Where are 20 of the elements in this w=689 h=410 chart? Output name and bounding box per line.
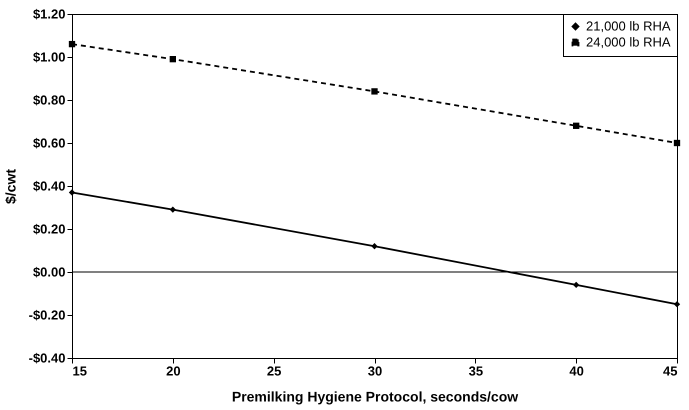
y-tick-label: $0.20 — [32, 222, 66, 236]
x-tick-label: 45 — [663, 364, 678, 378]
x-tick-label: 15 — [72, 364, 87, 378]
y-tick-label: $0.00 — [32, 264, 66, 280]
legend-label: 21,000 lb RHA — [586, 18, 671, 34]
y-tick-label: $1.00 — [32, 50, 66, 64]
x-tick-label: 20 — [166, 364, 181, 378]
y-tick-label: $0.40 — [32, 178, 66, 194]
y-axis-title: $/cwt — [2, 168, 19, 204]
x-tick-label: 25 — [266, 364, 282, 378]
x-tick-label: 40 — [569, 364, 584, 378]
y-tick-label: $0.80 — [32, 92, 66, 108]
y-tick-label: -$0.40 — [28, 350, 66, 366]
x-tick-label: 35 — [468, 364, 484, 378]
x-tick-label: 30 — [368, 364, 382, 378]
y-tick-label: -$0.20 — [28, 308, 66, 322]
y-tick-label: $0.60 — [32, 136, 66, 150]
y-tick-label: $1.20 — [32, 6, 66, 22]
legend-label: 24,000 lb RHA — [586, 34, 671, 50]
x-axis-title: Premilking Hygiene Protocol, seconds/cow — [232, 388, 518, 404]
